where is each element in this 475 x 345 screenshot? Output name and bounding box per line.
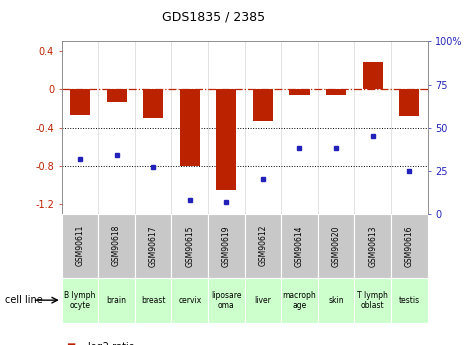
Bar bbox=[281, 214, 318, 278]
Text: liver: liver bbox=[255, 296, 271, 305]
Text: GSM90612: GSM90612 bbox=[258, 225, 267, 266]
Text: liposare
oma: liposare oma bbox=[211, 291, 242, 309]
Text: cervix: cervix bbox=[178, 296, 201, 305]
Text: ■: ■ bbox=[66, 342, 76, 345]
Bar bbox=[70, 89, 90, 115]
Text: GSM90614: GSM90614 bbox=[295, 225, 304, 267]
Bar bbox=[171, 278, 208, 323]
Text: GSM90617: GSM90617 bbox=[149, 225, 158, 267]
Bar bbox=[289, 89, 310, 95]
Bar bbox=[208, 214, 245, 278]
Text: GSM90620: GSM90620 bbox=[332, 225, 341, 267]
Bar bbox=[354, 214, 391, 278]
Text: breast: breast bbox=[141, 296, 165, 305]
Bar bbox=[281, 278, 318, 323]
Bar bbox=[318, 278, 354, 323]
Bar bbox=[399, 89, 419, 116]
Text: log2 ratio: log2 ratio bbox=[88, 342, 134, 345]
Text: GSM90615: GSM90615 bbox=[185, 225, 194, 267]
Text: GSM90618: GSM90618 bbox=[112, 225, 121, 266]
Text: brain: brain bbox=[106, 296, 127, 305]
Bar bbox=[326, 89, 346, 95]
Bar bbox=[208, 278, 245, 323]
Text: GSM90619: GSM90619 bbox=[222, 225, 231, 267]
Bar bbox=[318, 214, 354, 278]
Bar bbox=[135, 214, 171, 278]
Bar bbox=[391, 278, 428, 323]
Bar bbox=[391, 214, 428, 278]
Bar bbox=[98, 214, 135, 278]
Bar bbox=[98, 278, 135, 323]
Bar bbox=[362, 62, 383, 89]
Bar bbox=[245, 214, 281, 278]
Bar bbox=[354, 278, 391, 323]
Bar bbox=[171, 214, 208, 278]
Bar bbox=[62, 214, 98, 278]
Text: GSM90611: GSM90611 bbox=[76, 225, 85, 266]
Bar bbox=[253, 89, 273, 121]
Text: testis: testis bbox=[399, 296, 420, 305]
Text: skin: skin bbox=[328, 296, 344, 305]
Bar bbox=[143, 89, 163, 118]
Text: GSM90616: GSM90616 bbox=[405, 225, 414, 267]
Text: GDS1835 / 2385: GDS1835 / 2385 bbox=[162, 10, 266, 23]
Text: macroph
age: macroph age bbox=[283, 291, 316, 309]
Text: cell line: cell line bbox=[5, 295, 42, 305]
Bar bbox=[216, 89, 237, 190]
Text: T lymph
oblast: T lymph oblast bbox=[357, 291, 388, 309]
Bar bbox=[180, 89, 200, 166]
Text: GSM90613: GSM90613 bbox=[368, 225, 377, 267]
Bar bbox=[245, 278, 281, 323]
Text: B lymph
ocyte: B lymph ocyte bbox=[64, 291, 96, 309]
Bar bbox=[135, 278, 171, 323]
Bar bbox=[106, 89, 127, 102]
Bar bbox=[62, 278, 98, 323]
